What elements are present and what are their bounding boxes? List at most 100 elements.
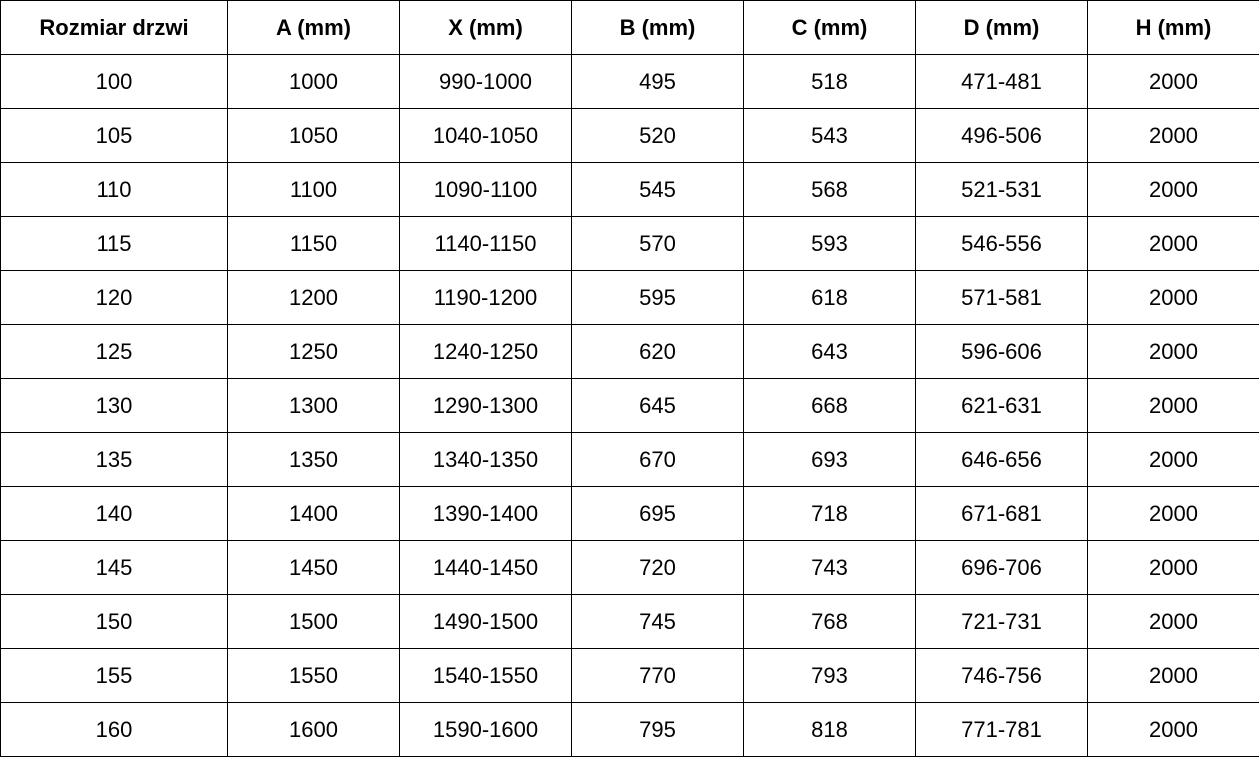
- table-cell: 2000: [1087, 702, 1259, 757]
- column-header: H (mm): [1087, 0, 1259, 55]
- column-header: Rozmiar drzwi: [0, 0, 228, 55]
- table-cell: 1250: [227, 324, 400, 379]
- table-cell: 570: [571, 216, 744, 271]
- table-cell: 1600: [227, 702, 400, 757]
- column-header: X (mm): [399, 0, 572, 55]
- table-cell: 1500: [227, 594, 400, 649]
- table-cell: 543: [743, 108, 916, 163]
- table-cell: 2000: [1087, 162, 1259, 217]
- table-cell: 130: [0, 378, 228, 433]
- table-cell: 2000: [1087, 270, 1259, 325]
- table-cell: 693: [743, 432, 916, 487]
- table-cell: 670: [571, 432, 744, 487]
- table-cell: 1140-1150: [399, 216, 572, 271]
- table-cell: 120: [0, 270, 228, 325]
- table-cell: 1190-1200: [399, 270, 572, 325]
- table-cell: 718: [743, 486, 916, 541]
- table-cell: 2000: [1087, 594, 1259, 649]
- table-cell: 746-756: [915, 648, 1088, 703]
- table-cell: 100: [0, 54, 228, 109]
- table-cell: 768: [743, 594, 916, 649]
- table-cell: 1240-1250: [399, 324, 572, 379]
- table-row: 145 1450 1440-1450 720 743 696-706 2000: [0, 540, 1259, 595]
- table-row: 135 1350 1340-1350 670 693 646-656 2000: [0, 432, 1259, 487]
- table-cell: 696-706: [915, 540, 1088, 595]
- table-cell: 593: [743, 216, 916, 271]
- table-cell: 1050: [227, 108, 400, 163]
- table-cell: 1550: [227, 648, 400, 703]
- table-row: 130 1300 1290-1300 645 668 621-631 2000: [0, 378, 1259, 433]
- table-cell: 145: [0, 540, 228, 595]
- table-cell: 2000: [1087, 108, 1259, 163]
- table-cell: 518: [743, 54, 916, 109]
- table-row: 110 1100 1090-1100 545 568 521-531 2000: [0, 162, 1259, 217]
- table-cell: 770: [571, 648, 744, 703]
- table-cell: 115: [0, 216, 228, 271]
- table-row: 140 1400 1390-1400 695 718 671-681 2000: [0, 486, 1259, 541]
- table-row: 100 1000 990-1000 495 518 471-481 2000: [0, 54, 1259, 109]
- table-cell: 2000: [1087, 486, 1259, 541]
- table-cell: 546-556: [915, 216, 1088, 271]
- table-cell: 105: [0, 108, 228, 163]
- table-cell: 160: [0, 702, 228, 757]
- table-cell: 1290-1300: [399, 378, 572, 433]
- table-row: 120 1200 1190-1200 595 618 571-581 2000: [0, 270, 1259, 325]
- table-cell: 668: [743, 378, 916, 433]
- table-row: 160 1600 1590-1600 795 818 771-781 2000: [0, 702, 1259, 757]
- table-cell: 1150: [227, 216, 400, 271]
- table-cell: 1490-1500: [399, 594, 572, 649]
- column-header: D (mm): [915, 0, 1088, 55]
- table-cell: 568: [743, 162, 916, 217]
- table-cell: 618: [743, 270, 916, 325]
- table-cell: 1440-1450: [399, 540, 572, 595]
- table-row: 150 1500 1490-1500 745 768 721-731 2000: [0, 594, 1259, 649]
- table-cell: 496-506: [915, 108, 1088, 163]
- table-row: 125 1250 1240-1250 620 643 596-606 2000: [0, 324, 1259, 379]
- table-cell: 621-631: [915, 378, 1088, 433]
- table-cell: 1090-1100: [399, 162, 572, 217]
- table-cell: 520: [571, 108, 744, 163]
- table-cell: 1450: [227, 540, 400, 595]
- table-cell: 1300: [227, 378, 400, 433]
- table-cell: 1400: [227, 486, 400, 541]
- table-row: 105 1050 1040-1050 520 543 496-506 2000: [0, 108, 1259, 163]
- table-cell: 1200: [227, 270, 400, 325]
- table-row: 115 1150 1140-1150 570 593 546-556 2000: [0, 216, 1259, 271]
- table-cell: 990-1000: [399, 54, 572, 109]
- table-cell: 2000: [1087, 324, 1259, 379]
- table-cell: 743: [743, 540, 916, 595]
- table-cell: 155: [0, 648, 228, 703]
- column-header: A (mm): [227, 0, 400, 55]
- table-cell: 596-606: [915, 324, 1088, 379]
- table-cell: 721-731: [915, 594, 1088, 649]
- table-cell: 1390-1400: [399, 486, 572, 541]
- table-cell: 1040-1050: [399, 108, 572, 163]
- table-cell: 471-481: [915, 54, 1088, 109]
- table-cell: 125: [0, 324, 228, 379]
- table-cell: 2000: [1087, 54, 1259, 109]
- column-header: B (mm): [571, 0, 744, 55]
- table-cell: 793: [743, 648, 916, 703]
- table-cell: 595: [571, 270, 744, 325]
- table-cell: 150: [0, 594, 228, 649]
- table-cell: 495: [571, 54, 744, 109]
- table-cell: 1340-1350: [399, 432, 572, 487]
- table-cell: 745: [571, 594, 744, 649]
- table-cell: 2000: [1087, 432, 1259, 487]
- table-cell: 2000: [1087, 648, 1259, 703]
- table-cell: 521-531: [915, 162, 1088, 217]
- table-cell: 671-681: [915, 486, 1088, 541]
- table-cell: 771-781: [915, 702, 1088, 757]
- table-cell: 135: [0, 432, 228, 487]
- table-cell: 2000: [1087, 378, 1259, 433]
- table-cell: 1350: [227, 432, 400, 487]
- table-cell: 695: [571, 486, 744, 541]
- table-cell: 1540-1550: [399, 648, 572, 703]
- table-cell: 646-656: [915, 432, 1088, 487]
- table-cell: 645: [571, 378, 744, 433]
- table-cell: 571-581: [915, 270, 1088, 325]
- table-cell: 110: [0, 162, 228, 217]
- table-cell: 818: [743, 702, 916, 757]
- table-cell: 1100: [227, 162, 400, 217]
